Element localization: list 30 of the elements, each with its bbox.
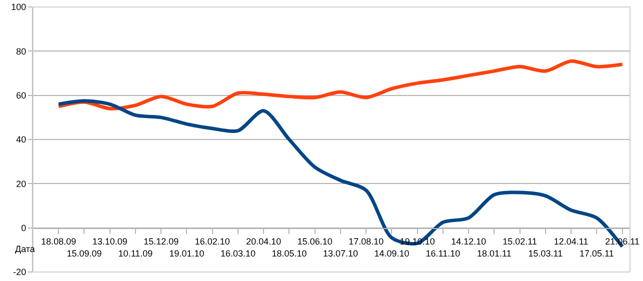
y-tick-label: 0 <box>21 222 26 233</box>
x-tick-label: 13.10.09 <box>92 236 128 247</box>
x-tick-label: 12.04.11 <box>554 236 588 247</box>
x-tick-label: 15.06.10 <box>297 236 332 247</box>
x-tick-label: 18.01.11 <box>477 248 512 258</box>
y-tick-label: 100 <box>11 2 26 12</box>
x-tick-label: 17.08.10 <box>348 236 384 247</box>
y-tick-label: 60 <box>16 90 26 100</box>
x-tick-label: 17.05.11 <box>580 248 614 258</box>
x-tick-label: 16.11.10 <box>426 248 460 258</box>
x-tick-label: 15.02.11 <box>502 236 538 247</box>
y-tick-label: 20 <box>16 178 26 189</box>
x-tick-label: 18.05.10 <box>272 248 307 258</box>
line-series <box>56 59 624 110</box>
y-tick-label: 40 <box>16 134 26 145</box>
x-tick-label: 14.12.10 <box>451 236 486 247</box>
y-tick-label: -20 <box>13 267 26 278</box>
y-tick-label: 80 <box>16 46 26 56</box>
x-tick-label: 18.08.09 <box>41 236 76 247</box>
x-tick-label: 15.12.09 <box>144 236 179 247</box>
x-tick-label: 16.02.10 <box>194 236 230 247</box>
x-tick-label: 16.03.10 <box>220 248 256 258</box>
x-axis-title: Дата <box>15 244 35 254</box>
x-tick-label: 13.07.10 <box>322 248 358 258</box>
x-tick-label: 10.11.09 <box>118 248 153 258</box>
x-tick-label: 14.09.10 <box>374 248 410 258</box>
x-tick-label: 15.09.09 <box>66 248 102 258</box>
x-tick-label: 15.03.11 <box>528 248 563 258</box>
x-tick-label: 20.04.10 <box>246 236 282 247</box>
x-tick-label: 19.01.10 <box>169 248 204 258</box>
